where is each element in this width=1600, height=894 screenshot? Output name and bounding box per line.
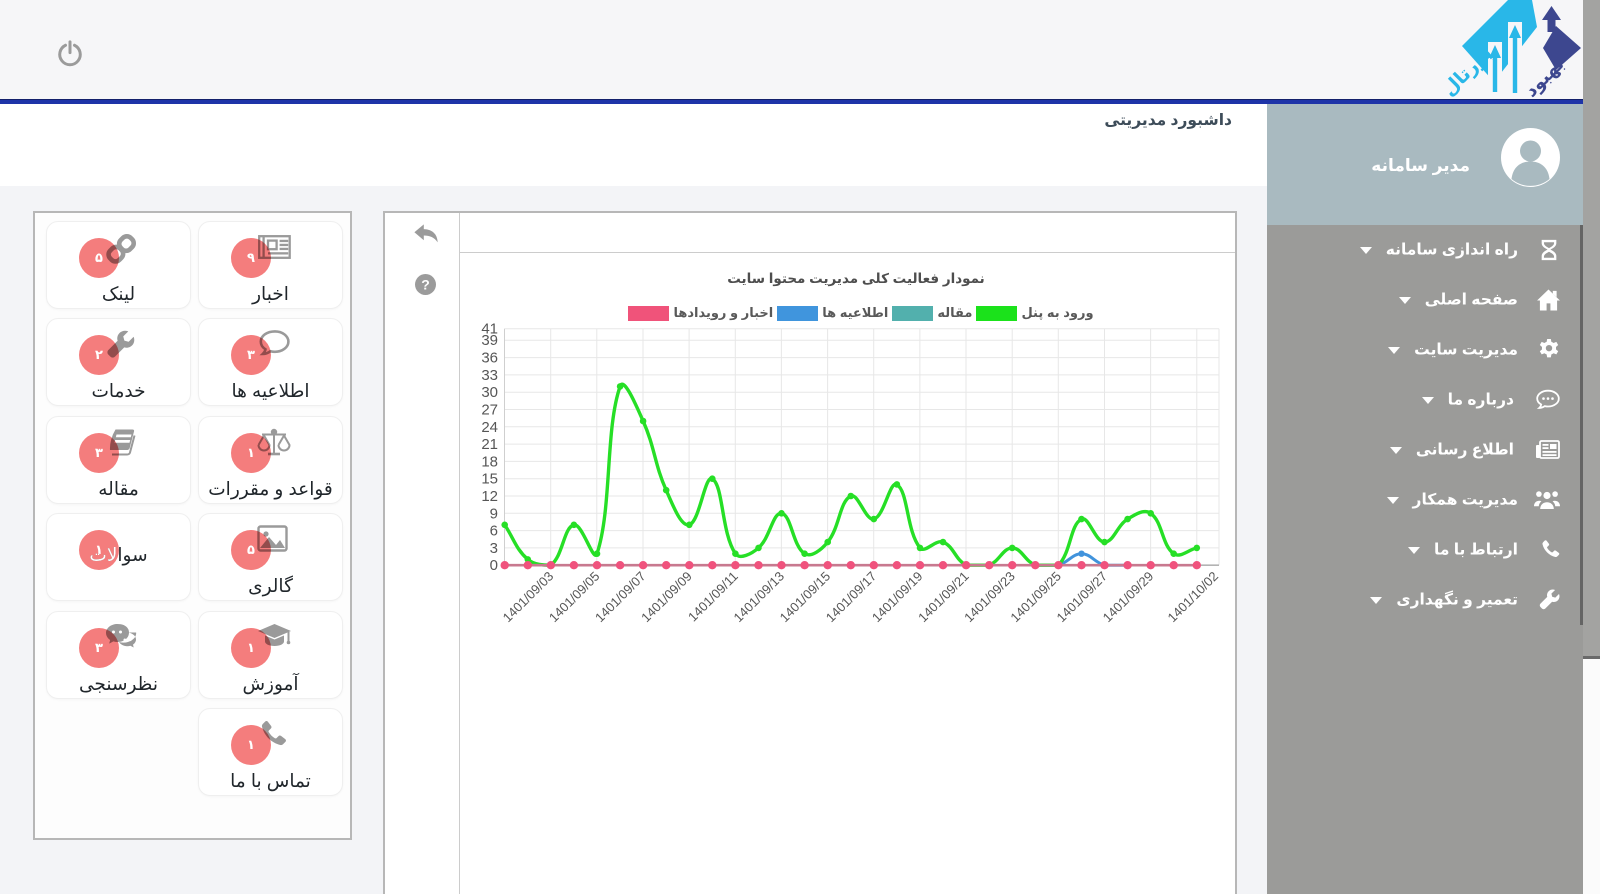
svg-text:30: 30 <box>481 384 498 401</box>
svg-text:27: 27 <box>481 402 498 419</box>
svg-text:1401/10/02: 1401/10/02 <box>1164 569 1221 626</box>
svg-text:3: 3 <box>490 540 498 557</box>
svg-text:15: 15 <box>481 471 498 488</box>
svg-text:?: ? <box>421 277 430 293</box>
svg-text:24: 24 <box>481 419 498 436</box>
svg-text:39: 39 <box>481 332 498 349</box>
svg-text:18: 18 <box>481 453 498 470</box>
svg-text:33: 33 <box>481 367 498 384</box>
svg-text:21: 21 <box>481 436 498 453</box>
svg-text:12: 12 <box>481 488 498 505</box>
svg-text:1401/09/29: 1401/09/29 <box>1100 569 1157 626</box>
svg-text:9: 9 <box>490 505 498 522</box>
svg-text:0: 0 <box>490 557 498 574</box>
svg-text:6: 6 <box>490 523 498 540</box>
svg-text:41: 41 <box>481 321 498 338</box>
svg-text:1401/09/09: 1401/09/09 <box>638 569 695 626</box>
svg-text:36: 36 <box>481 350 498 367</box>
